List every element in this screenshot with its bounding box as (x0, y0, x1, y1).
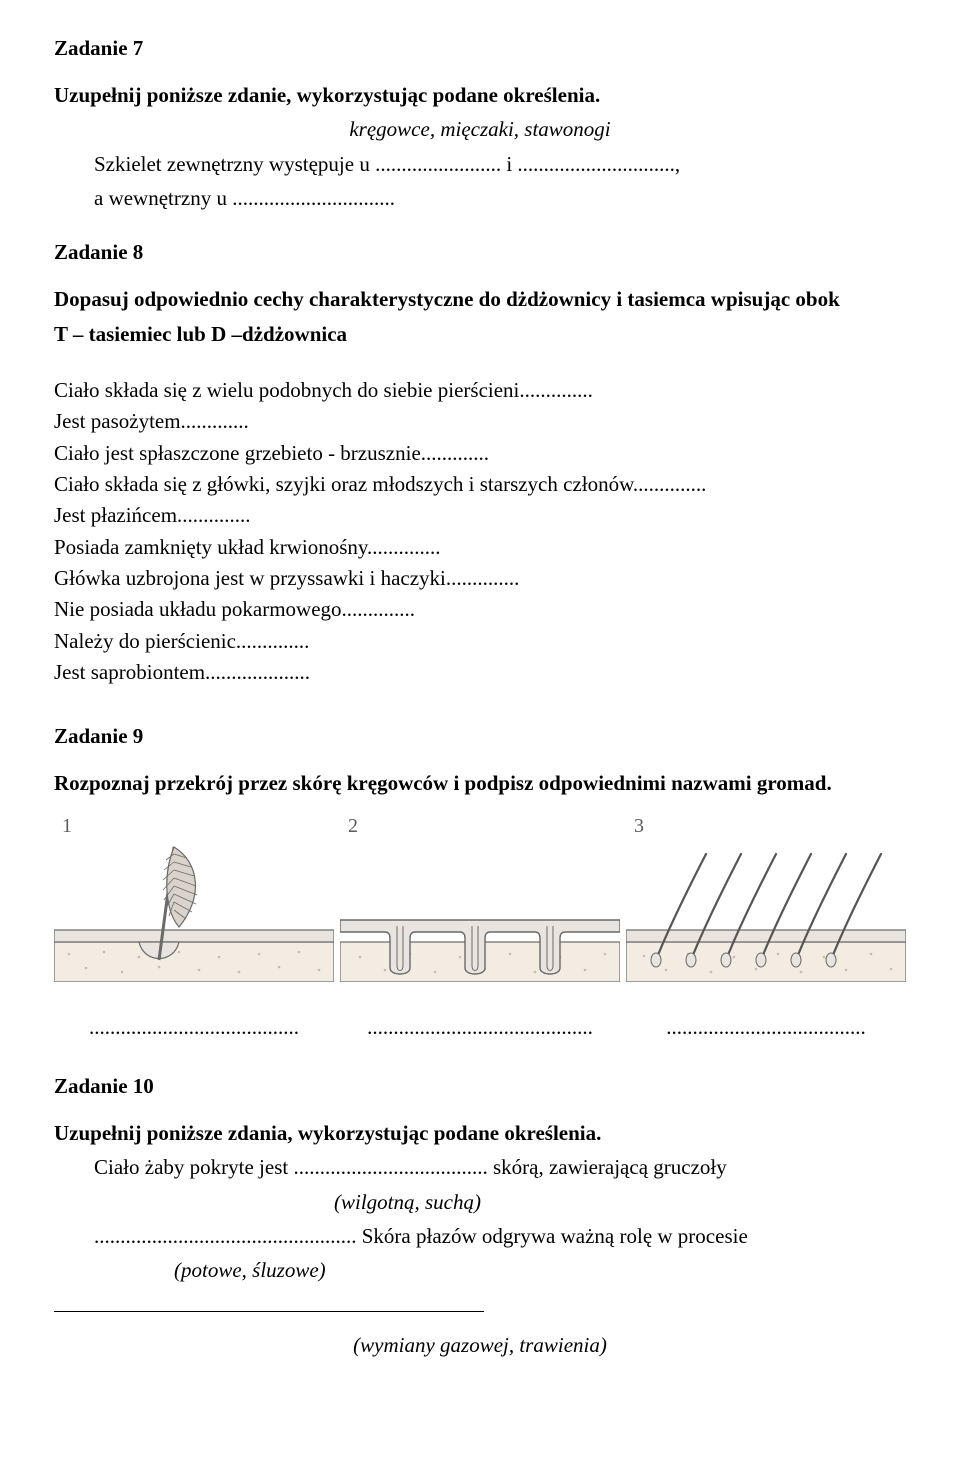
task10-footer-hint: (wymiany gazowej, trawienia) (54, 1333, 906, 1358)
task8-item-9[interactable]: Jest saprobiontem.................... (54, 658, 906, 686)
task7-prompt: Uzupełnij poniższe zdanie, wykorzystując… (54, 81, 906, 109)
task7-line2: a wewnętrzny u .........................… (54, 184, 906, 212)
task8-item-7[interactable]: Nie posiada układu pokarmowego..........… (54, 595, 906, 623)
task9-fig1: 1 (54, 815, 334, 987)
worksheet-page: Zadanie 7 Uzupełnij poniższe zdanie, wyk… (0, 0, 960, 1467)
task9-fig2: 2 (340, 815, 620, 987)
task8-prompt-l1: Dopasuj odpowiednio cechy charakterystyc… (54, 285, 906, 313)
task10-line1: Ciało żaby pokryte jest ................… (54, 1153, 906, 1181)
task10-line1-b: skórą, zawierającą gruczoły (493, 1155, 727, 1179)
task10-hint1: (wilgotną, suchą) (54, 1188, 906, 1216)
task8-item-6[interactable]: Główka uzbrojona jest w przyssawki i hac… (54, 564, 906, 592)
task8-item-8[interactable]: Należy do pierścienic.............. (54, 627, 906, 655)
task8-item-0[interactable]: Ciało składa się z wielu podobnych do si… (54, 376, 906, 404)
task7-title: Zadanie 7 (54, 36, 906, 61)
feather-skin-icon (54, 842, 334, 982)
task7-line1-a: Szkielet zewnętrzny występuje u (94, 152, 370, 176)
task7-blank-2[interactable]: .............................., (517, 152, 680, 176)
divider-line (54, 1311, 484, 1312)
gland-skin-icon (340, 842, 620, 982)
task8-item-1[interactable]: Jest pasożytem............. (54, 407, 906, 435)
task7-blank-3[interactable]: ............................... (232, 186, 395, 210)
task10-blank-2[interactable]: ........................................… (94, 1224, 357, 1248)
task10-title: Zadanie 10 (54, 1074, 906, 1099)
task10-line2: ........................................… (54, 1222, 906, 1250)
task7-hint: kręgowce, mięczaki, stawonogi (54, 115, 906, 143)
task8-item-3[interactable]: Ciało składa się z główki, szyjki oraz m… (54, 470, 906, 498)
task7-blank-1[interactable]: ........................ (375, 152, 501, 176)
task9-title: Zadanie 9 (54, 724, 906, 749)
task8-item-5[interactable]: Posiada zamknięty układ krwionośny......… (54, 533, 906, 561)
task9-fig1-num: 1 (62, 815, 334, 838)
task9-fig3-num: 3 (634, 815, 906, 838)
task10-prompt: Uzupełnij poniższe zdania, wykorzystując… (54, 1119, 906, 1147)
task10-blank-1[interactable]: ..................................... (293, 1155, 487, 1179)
hair-skin-icon (626, 842, 906, 982)
task7-line1: Szkielet zewnętrzny występuje u ........… (54, 150, 906, 178)
task8-title: Zadanie 8 (54, 240, 906, 265)
task9-blank-1[interactable]: ........................................ (54, 1015, 334, 1040)
task7-line1-i: i (506, 152, 517, 176)
task8-item-4[interactable]: Jest płazińcem.............. (54, 501, 906, 529)
task8-prompt-l2: T – tasiemiec lub D –dżdżownica (54, 320, 906, 348)
task9-prompt: Rozpoznaj przekrój przez skórę kręgowców… (54, 769, 906, 797)
task9-fig3: 3 (626, 815, 906, 987)
task9-blank-3[interactable]: ...................................... (626, 1015, 906, 1040)
task8-item-2[interactable]: Ciało jest spłaszczone grzebieto - brzus… (54, 439, 906, 467)
task10-hint2: (potowe, śluzowe) (54, 1256, 906, 1284)
task9-fig2-num: 2 (348, 815, 620, 838)
task10-line1-a: Ciało żaby pokryte jest (94, 1155, 288, 1179)
task10-line2-b: Skóra płazów odgrywa ważną rolę w proces… (362, 1224, 748, 1248)
task9-figure-row: 1 (54, 815, 906, 987)
task9-answer-row: ........................................… (54, 1015, 906, 1040)
task9-blank-2[interactable]: ........................................… (340, 1015, 620, 1040)
task7-line2-a: a wewnętrzny u (94, 186, 227, 210)
